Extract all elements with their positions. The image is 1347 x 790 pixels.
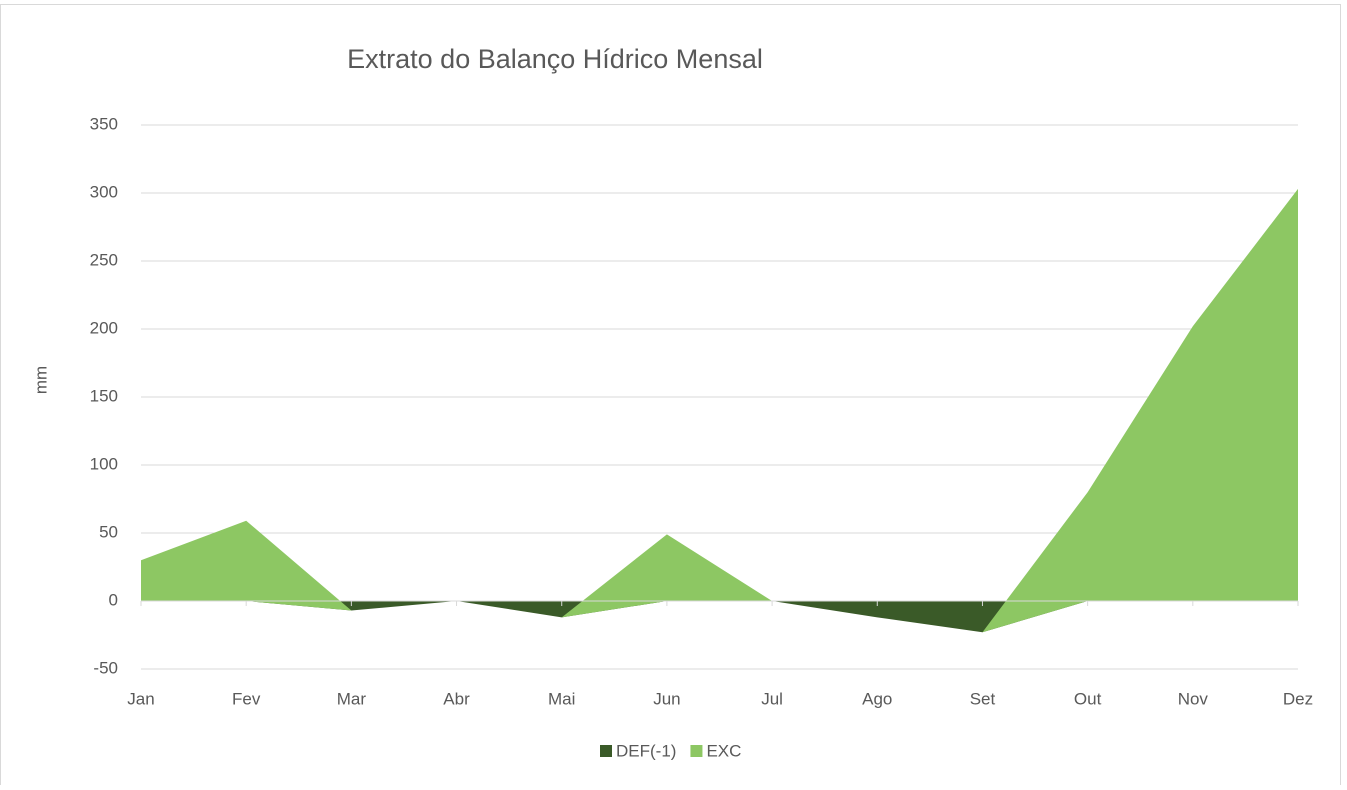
x-tick-label: Abr: [443, 689, 470, 708]
x-tick-label: Jun: [653, 689, 680, 708]
area: [141, 188, 1298, 633]
x-tick-label: Mai: [548, 689, 575, 708]
y-axis-label: mm: [31, 366, 50, 394]
y-tick-label: 0: [109, 590, 118, 609]
chart-title: Extrato do Balanço Hídrico Mensal: [347, 44, 763, 74]
x-tick-label: Jul: [761, 689, 783, 708]
legend-label: EXC: [706, 741, 741, 760]
y-tick-label: 250: [90, 250, 118, 269]
x-tick-label: Fev: [232, 689, 261, 708]
y-tick-label: 300: [90, 182, 118, 201]
x-tick-label: Jan: [127, 689, 154, 708]
y-tick-label: 50: [99, 522, 118, 541]
y-tick-label: 200: [90, 318, 118, 337]
legend-swatch: [690, 745, 703, 757]
x-tick-label: Dez: [1283, 689, 1313, 708]
legend-label: DEF(-1): [616, 741, 676, 760]
x-tick-label: Nov: [1178, 689, 1209, 708]
x-tick-label: Out: [1074, 689, 1102, 708]
y-tick-label: -50: [93, 658, 118, 677]
y-tick-label: 150: [90, 386, 118, 405]
x-tick-label: Ago: [862, 689, 892, 708]
legend-swatch: [600, 745, 612, 757]
x-tick-label: Mar: [337, 689, 367, 708]
y-tick-label: 350: [90, 114, 118, 133]
x-tick-label: Set: [970, 689, 996, 708]
chart-frame: [0, 4, 1341, 790]
y-tick-label: 100: [90, 454, 118, 473]
